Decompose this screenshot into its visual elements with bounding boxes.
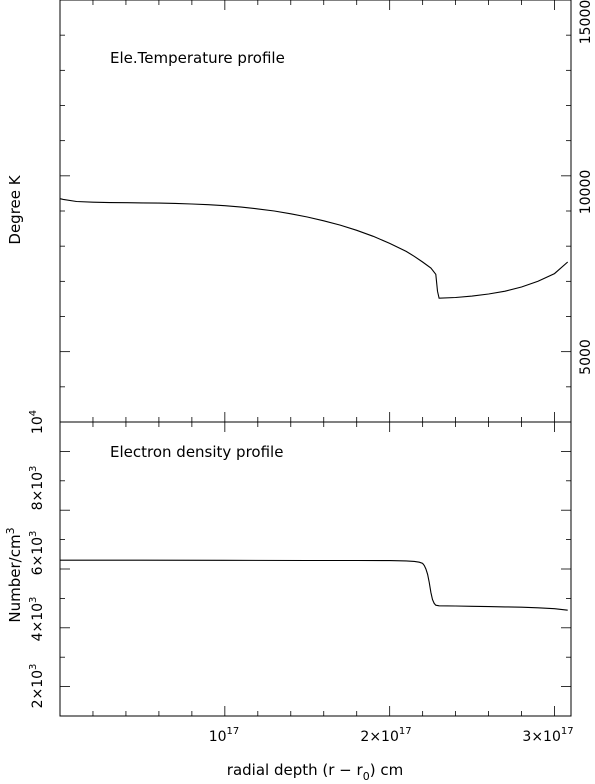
density-y-tick-coef: 10 xyxy=(30,416,46,434)
density-y-axis-label-main: Number/cm xyxy=(6,534,24,622)
density-y-axis-label-exponent: 3 xyxy=(4,527,17,534)
temperature-series-line xyxy=(59,198,569,299)
density-y-tick-label: 6×103 xyxy=(28,531,46,576)
density-y-tick-exp: 3 xyxy=(28,664,39,670)
temperature-y-tick-label: 15000 xyxy=(578,0,594,44)
x-tick-label: 3×1017 xyxy=(522,726,573,745)
density-y-tick-exp: 3 xyxy=(28,531,39,537)
x-axis-label-main: radial depth (r − r xyxy=(227,761,364,779)
density-y-tick-coef: 6×10 xyxy=(30,537,46,575)
x-tick-coef: 3×10 xyxy=(522,729,560,745)
density-panel-frame xyxy=(59,421,572,717)
x-tick-exp: 17 xyxy=(399,726,412,737)
density-y-tick-exp: 3 xyxy=(28,597,39,603)
temperature-ticks xyxy=(60,0,571,422)
density-y-tick-exp: 4 xyxy=(28,410,39,416)
x-tick-coef: 10 xyxy=(209,729,227,745)
density-y-tick-coef: 2×10 xyxy=(30,670,46,708)
temperature-y-tick-label: 10000 xyxy=(578,170,594,215)
x-tick-exp: 17 xyxy=(227,726,240,737)
temperature-panel-title: Ele.Temperature profile xyxy=(110,49,285,67)
density-y-tick-coef: 8×10 xyxy=(30,472,46,510)
density-series-line xyxy=(60,559,568,611)
x-tick-coef: 2×10 xyxy=(360,729,398,745)
density-y-tick-label: 4×103 xyxy=(28,597,46,642)
x-axis-label-tail: ) cm xyxy=(370,761,403,779)
x-tick-label: 2×1017 xyxy=(360,726,411,745)
density-y-tick-coef: 4×10 xyxy=(30,603,46,641)
density-y-tick-label: 2×103 xyxy=(28,664,46,709)
density-panel-title: Electron density profile xyxy=(110,443,283,461)
density-ticks xyxy=(60,422,571,716)
density-y-tick-exp: 3 xyxy=(28,466,39,472)
temperature-y-tick-label: 5000 xyxy=(578,339,594,375)
x-tick-exp: 17 xyxy=(561,726,574,737)
density-y-tick-label: 104 xyxy=(28,410,46,434)
x-axis-label: radial depth (r − r0) cm xyxy=(227,761,403,783)
temperature-y-axis-label: Degree K xyxy=(6,174,24,244)
x-axis-label-subscript: 0 xyxy=(363,770,370,783)
density-y-axis-label: Number/cm3 xyxy=(4,527,24,622)
x-tick-label: 1017 xyxy=(209,726,240,745)
density-y-tick-label: 8×103 xyxy=(28,466,46,511)
